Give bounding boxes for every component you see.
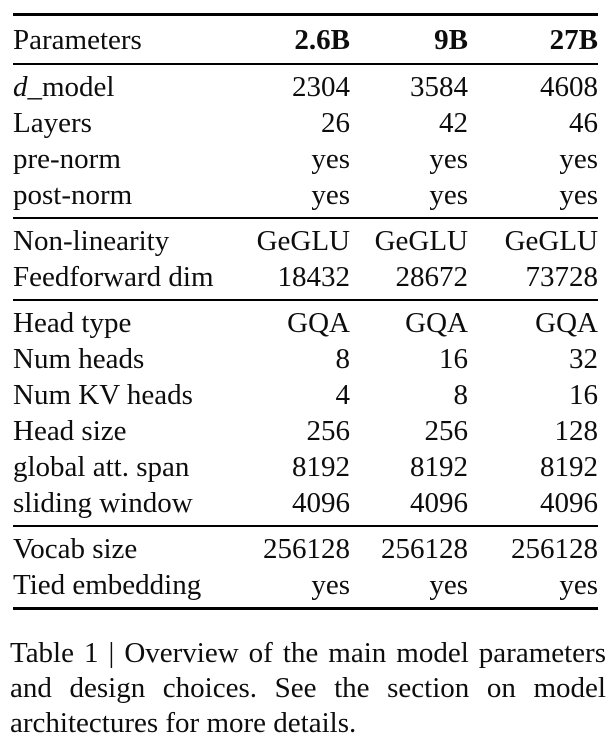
table-row: Feedforward dim 18432 28672 73728: [13, 259, 598, 300]
math-variable: d: [13, 71, 28, 103]
row-value: 4096: [410, 487, 468, 519]
row-value: 2304: [238, 63, 350, 105]
table-row: Layers 26 42 46: [13, 105, 598, 141]
table-row: Vocab size 256128 256128 256128: [13, 525, 598, 567]
row-value: 8192: [292, 451, 350, 483]
row-value: 256: [424, 415, 469, 447]
row-value: 4608: [468, 63, 598, 105]
row-label: Layers: [13, 107, 92, 139]
row-value: 4: [335, 379, 351, 411]
row-label: d_model: [13, 63, 238, 105]
row-label: Non-linearity: [13, 217, 238, 259]
table-row: Tied embedding yes yes yes: [13, 567, 598, 609]
row-value: 46: [569, 107, 598, 139]
row-value: 8: [335, 343, 351, 375]
row-value: 128: [554, 415, 599, 447]
row-label: Tied embedding: [13, 569, 202, 601]
row-value: yes: [429, 179, 468, 211]
row-label: post-norm: [13, 179, 133, 211]
header-col-27b: 27B: [549, 23, 598, 56]
row-value: yes: [429, 569, 468, 601]
row-value: 4096: [540, 487, 598, 519]
row-value: GeGLU: [238, 217, 350, 259]
table-section-1: d_model 2304 3584 4608 Layers 26 42 46 pre-norm y…: [13, 63, 598, 218]
row-value: 3584: [350, 63, 468, 105]
row-value: 73728: [525, 261, 599, 293]
header-row: Parameters 2.6B 9B 27B: [13, 15, 598, 65]
row-value: yes: [559, 179, 598, 211]
row-value: 8: [453, 379, 469, 411]
row-value: 42: [439, 107, 468, 139]
row-label: Feedforward dim: [13, 261, 214, 293]
row-value: 256: [306, 415, 351, 447]
row-value: yes: [311, 569, 350, 601]
row-label: Num heads: [13, 343, 145, 375]
row-value: GQA: [468, 299, 598, 341]
table-section-2: Non-linearity GeGLU GeGLU GeGLU Feedforward …: [13, 217, 598, 300]
table-row: sliding window 4096 4096 4096: [13, 485, 598, 526]
row-value: yes: [311, 179, 350, 211]
row-value: 4096: [292, 487, 350, 519]
row-value: yes: [559, 143, 598, 175]
row-value: 32: [569, 343, 598, 375]
table-row: Num heads 8 16 32: [13, 341, 598, 377]
model-parameters-table: Parameters 2.6B 9B 27B d_model 2304 3584 46…: [13, 13, 598, 610]
table-row: d_model 2304 3584 4608: [13, 63, 598, 105]
table-row: Head type GQA GQA GQA: [13, 299, 598, 341]
row-value: 8192: [410, 451, 468, 483]
row-label: sliding window: [13, 487, 193, 519]
table-row: Head size 256 256 128: [13, 413, 598, 449]
table-row: pre-norm yes yes yes: [13, 141, 598, 177]
row-value: GQA: [238, 299, 350, 341]
table-row: Non-linearity GeGLU GeGLU GeGLU: [13, 217, 598, 259]
row-value: 8192: [540, 451, 598, 483]
table-header: Parameters 2.6B 9B 27B: [13, 15, 598, 65]
table-row: Num KV heads 4 8 16: [13, 377, 598, 413]
row-value: 256128: [468, 525, 598, 567]
row-label: Vocab size: [13, 525, 238, 567]
table-caption: Table 1 | Overview of the main model par…: [10, 637, 606, 739]
header-col-9b: 9B: [434, 23, 468, 56]
table-section-4: Vocab size 256128 256128 256128 Tied embeddi…: [13, 525, 598, 609]
row-value: 28672: [395, 261, 469, 293]
header-parameters-label: Parameters: [13, 23, 142, 56]
row-value: 256128: [238, 525, 350, 567]
row-value: 18432: [277, 261, 351, 293]
table-section-3: Head type GQA GQA GQA Num heads 8 16 32 Num KV h…: [13, 299, 598, 526]
row-label: Head type: [13, 299, 238, 341]
row-value: GeGLU: [468, 217, 598, 259]
row-value: 16: [569, 379, 598, 411]
header-col-2-6b: 2.6B: [294, 23, 350, 56]
row-value: 256128: [350, 525, 468, 567]
row-value: yes: [429, 143, 468, 175]
row-value: 26: [321, 107, 350, 139]
row-label: global att. span: [13, 451, 190, 483]
row-value: GeGLU: [350, 217, 468, 259]
row-value: yes: [559, 569, 598, 601]
row-label: pre-norm: [13, 143, 121, 175]
row-value: yes: [311, 143, 350, 175]
row-label: Num KV heads: [13, 379, 193, 411]
row-value: 16: [439, 343, 468, 375]
row-value: GQA: [350, 299, 468, 341]
row-label: Head size: [13, 415, 127, 447]
table-row: global att. span 8192 8192 8192: [13, 449, 598, 485]
table-row: post-norm yes yes yes: [13, 177, 598, 218]
